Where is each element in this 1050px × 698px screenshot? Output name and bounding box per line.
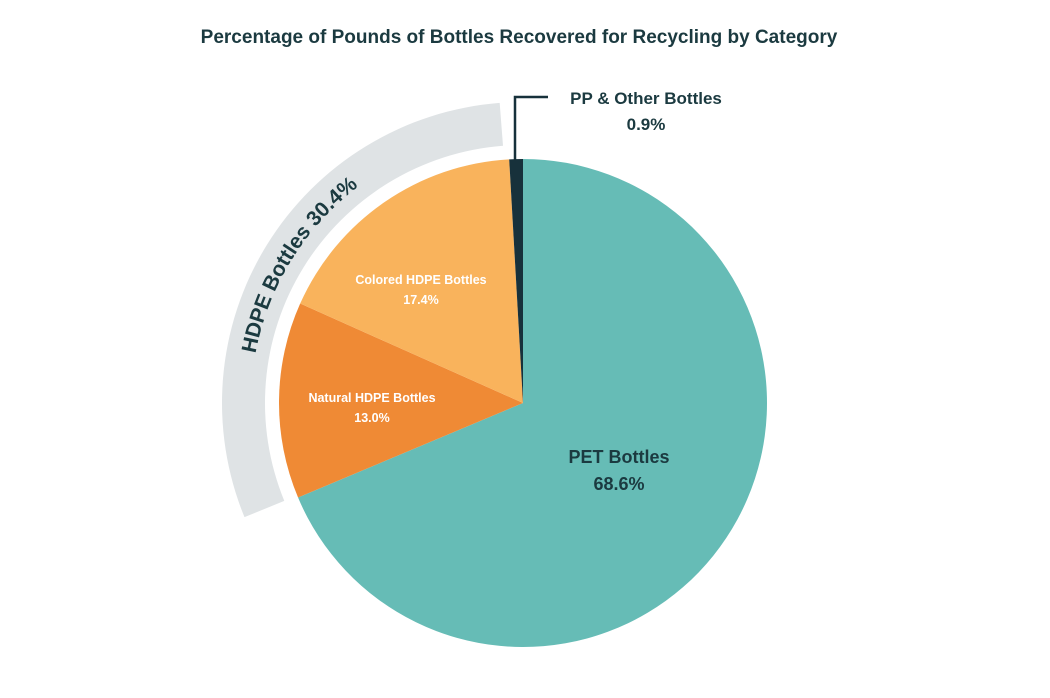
pet-label: PET Bottles <box>568 447 669 467</box>
pp-label: PP & Other Bottles <box>570 89 722 108</box>
pp-leader-line <box>513 95 548 160</box>
pie-slice-pp-other <box>509 159 523 403</box>
hdpe-group-band <box>221 102 504 518</box>
pet-value: 68.6% <box>593 474 644 494</box>
natural-hdpe-label: Natural HDPE Bottles <box>308 391 435 405</box>
pie-slice-colored-hdpe <box>300 159 523 403</box>
pie-slice-pet <box>298 159 767 647</box>
chart-title: Percentage of Pounds of Bottles Recovere… <box>201 27 838 48</box>
pie-slice-natural-hdpe <box>278 303 523 498</box>
colored-hdpe-label: Colored HDPE Bottles <box>355 273 486 287</box>
natural-hdpe-value: 13.0% <box>354 411 389 425</box>
pp-value: 0.9% <box>627 115 666 134</box>
colored-hdpe-value: 17.4% <box>403 293 438 307</box>
